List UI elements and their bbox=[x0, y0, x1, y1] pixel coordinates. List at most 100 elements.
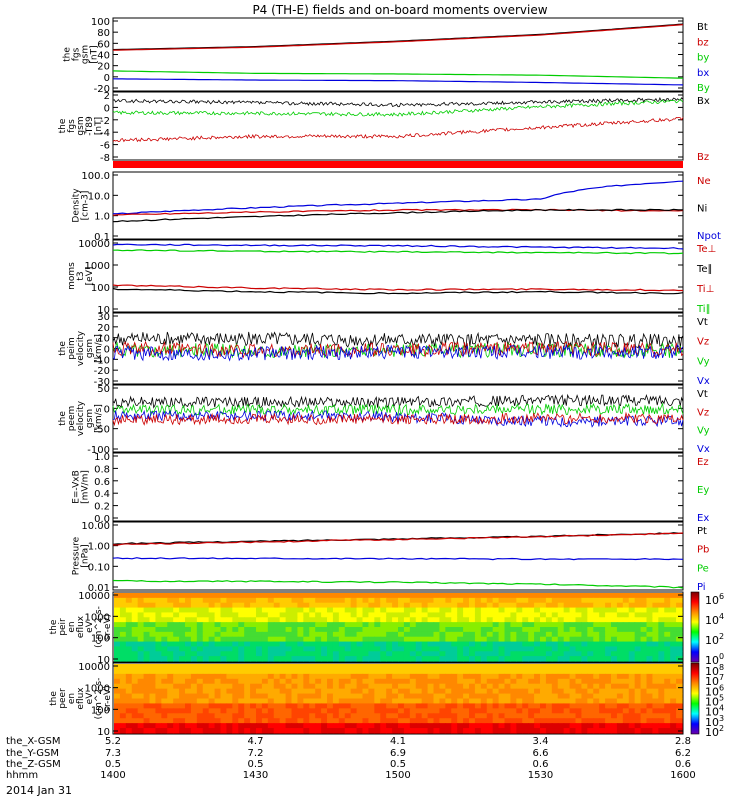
spectrogram-cell bbox=[161, 641, 168, 648]
spectrogram-cell bbox=[167, 713, 174, 719]
spectrogram-cell bbox=[185, 641, 192, 648]
spectrogram-cell bbox=[368, 673, 375, 680]
spectrogram-cell bbox=[492, 602, 500, 609]
spectrogram-cell bbox=[670, 708, 677, 714]
spectrogram-cell bbox=[179, 651, 186, 657]
spectrogram-cell bbox=[551, 627, 559, 633]
spectrogram-cell bbox=[303, 698, 310, 705]
spectrogram-cell bbox=[309, 627, 316, 633]
spectrogram-cell bbox=[415, 718, 423, 724]
spectrogram-cell bbox=[634, 656, 642, 662]
spectrogram-cell bbox=[611, 713, 618, 719]
spectrogram-cell bbox=[634, 683, 642, 690]
spectrogram-cell bbox=[362, 718, 370, 724]
spectrogram-cell bbox=[309, 673, 316, 680]
spectrogram-cell bbox=[202, 602, 210, 609]
spectrogram-cell bbox=[433, 668, 441, 675]
spectrogram-cell bbox=[137, 636, 145, 643]
spectrogram-cell bbox=[516, 641, 523, 648]
spectrogram-cell bbox=[392, 664, 399, 670]
spectrogram-cell bbox=[232, 602, 239, 609]
spectrogram-cell bbox=[380, 631, 387, 638]
spectrogram-cell bbox=[321, 656, 328, 662]
spectrogram-cell bbox=[202, 607, 210, 614]
spectrogram-cell bbox=[409, 693, 417, 700]
spectrogram-cell bbox=[232, 688, 239, 695]
spectrogram-cell bbox=[427, 698, 435, 705]
spectrogram-cell bbox=[261, 718, 269, 724]
spectrogram-cell bbox=[569, 597, 577, 604]
spectrogram-cell bbox=[474, 718, 482, 724]
spectrogram-cell bbox=[179, 612, 186, 618]
spectrogram-cell bbox=[676, 713, 683, 719]
spectrogram-cell bbox=[238, 636, 245, 643]
spectrogram-cell bbox=[634, 651, 642, 657]
spectrogram-cell bbox=[498, 723, 506, 729]
spectrogram-cell bbox=[640, 636, 648, 643]
spectrogram-cell bbox=[427, 718, 435, 724]
spectrogram-cell bbox=[575, 708, 583, 714]
spectrogram-cell bbox=[114, 627, 121, 633]
spectrogram-cell bbox=[125, 602, 133, 609]
spectrogram-cell bbox=[510, 718, 517, 724]
spectrogram-cell bbox=[303, 678, 310, 685]
spectrogram-cell bbox=[344, 593, 352, 599]
spectrogram-cell bbox=[261, 641, 269, 648]
spectrogram-cell bbox=[421, 656, 429, 662]
spectrogram-cell bbox=[516, 651, 523, 657]
spectrogram-cell bbox=[510, 651, 517, 657]
spectrogram-cell bbox=[279, 723, 287, 729]
spectrogram-cell bbox=[279, 656, 287, 662]
spectrogram-cell bbox=[593, 728, 600, 734]
spectrogram-cell bbox=[303, 612, 310, 618]
spectrogram-cell bbox=[498, 678, 506, 685]
spectrogram-cell bbox=[374, 703, 381, 709]
spectrogram-cell bbox=[368, 678, 375, 685]
spectrogram-cell bbox=[593, 673, 600, 680]
spectrogram-cell bbox=[303, 646, 310, 652]
spectrogram-cell bbox=[569, 612, 577, 618]
spectrogram-cell bbox=[309, 612, 316, 618]
spectrogram-cell bbox=[676, 607, 683, 614]
spectrogram-cell bbox=[622, 597, 630, 604]
spectrogram-cell bbox=[386, 646, 393, 652]
series-peem-velocity-vt bbox=[112, 393, 684, 409]
spectrogram-cell bbox=[125, 607, 133, 614]
spectrogram-cell bbox=[658, 593, 665, 599]
spectrogram-cell bbox=[439, 668, 446, 675]
spectrogram-cell bbox=[486, 631, 494, 638]
spectrogram-cell bbox=[569, 668, 577, 675]
spectrogram-cell bbox=[173, 617, 180, 623]
spectrogram-cell bbox=[374, 723, 381, 729]
legend-vx: Vx bbox=[697, 376, 710, 387]
spectrogram-cell bbox=[469, 636, 476, 643]
spectrogram-cell bbox=[628, 668, 636, 675]
spectrogram-cell bbox=[380, 627, 387, 633]
spectrogram-cell bbox=[185, 631, 192, 638]
spectrogram-cell bbox=[492, 683, 500, 690]
spectrogram-cell bbox=[474, 664, 482, 670]
y-tick-label: 0.2 bbox=[94, 502, 110, 513]
spectrogram-cell bbox=[309, 728, 316, 734]
spectrogram-cell bbox=[309, 617, 316, 623]
spectrogram-cell bbox=[522, 636, 529, 643]
spectrogram-cell bbox=[469, 641, 476, 648]
spectrogram-cell bbox=[332, 656, 340, 662]
spectrogram-cell bbox=[392, 723, 399, 729]
spectrogram-cell bbox=[179, 698, 186, 705]
spectrogram-cell bbox=[409, 668, 417, 675]
spectrogram-cell bbox=[474, 622, 482, 628]
spectrogram-cell bbox=[167, 602, 174, 609]
spectrogram-cell bbox=[510, 713, 517, 719]
spectrogram-cell bbox=[563, 688, 571, 695]
spectrogram-cell bbox=[190, 656, 198, 662]
y-tick-label: 100 bbox=[91, 283, 110, 294]
spectrogram-cell bbox=[297, 683, 304, 690]
spectrogram-cell bbox=[273, 646, 281, 652]
spectrogram-cell bbox=[137, 688, 145, 695]
spectrogram-cell bbox=[516, 631, 523, 638]
spectrogram-cell bbox=[581, 664, 588, 670]
spectrogram-cell bbox=[309, 646, 316, 652]
spectrogram-cell bbox=[398, 688, 405, 695]
spectrogram-cell bbox=[457, 703, 464, 709]
